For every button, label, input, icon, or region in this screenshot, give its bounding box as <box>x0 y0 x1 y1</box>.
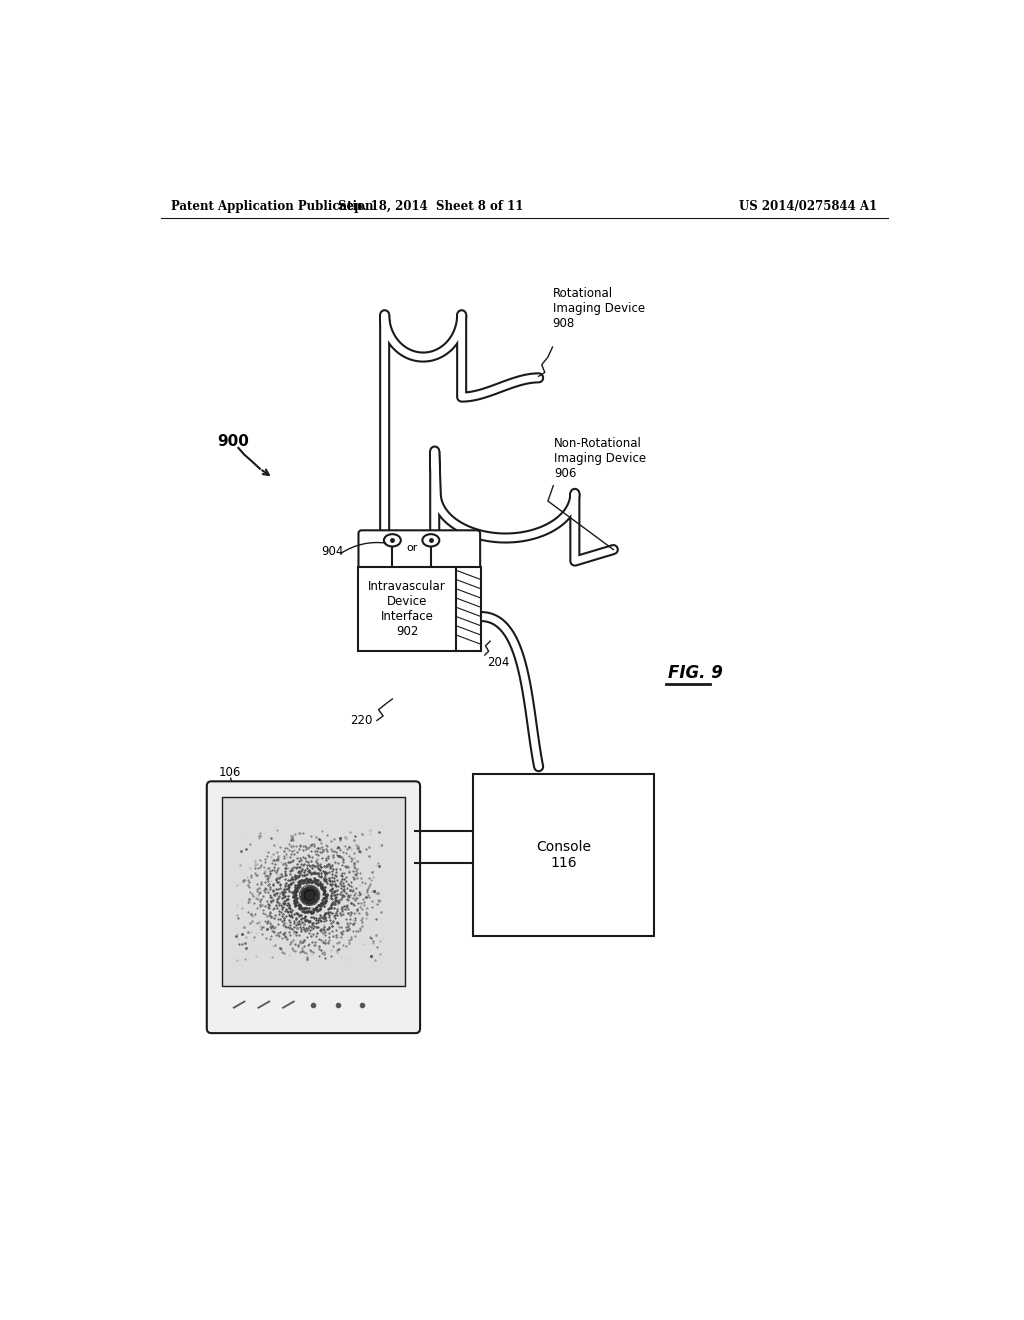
FancyBboxPatch shape <box>358 531 480 570</box>
Text: Console
116: Console 116 <box>537 840 591 870</box>
Text: or: or <box>406 543 418 553</box>
Ellipse shape <box>422 535 439 546</box>
Circle shape <box>304 890 315 900</box>
Text: Intravascular
Device
Interface
902: Intravascular Device Interface 902 <box>368 579 445 638</box>
Text: Sep. 18, 2014  Sheet 8 of 11: Sep. 18, 2014 Sheet 8 of 11 <box>338 199 523 213</box>
Text: 220: 220 <box>350 714 373 727</box>
Bar <box>473 775 654 936</box>
Text: FIG. 9: FIG. 9 <box>668 664 723 681</box>
Text: Non-Rotational
Imaging Device
906: Non-Rotational Imaging Device 906 <box>554 437 646 480</box>
Text: 900: 900 <box>217 434 249 449</box>
Text: 904: 904 <box>322 545 344 557</box>
Bar <box>357 566 481 651</box>
Text: 106: 106 <box>219 766 242 779</box>
Text: US 2014/0275844 A1: US 2014/0275844 A1 <box>739 199 877 213</box>
Text: Rotational
Imaging Device
908: Rotational Imaging Device 908 <box>553 286 645 330</box>
FancyArrowPatch shape <box>341 543 386 553</box>
FancyBboxPatch shape <box>207 781 420 1034</box>
Bar <box>222 797 404 986</box>
Ellipse shape <box>384 535 400 546</box>
Text: Patent Application Publication: Patent Application Publication <box>171 199 373 213</box>
Text: 204: 204 <box>487 656 510 669</box>
